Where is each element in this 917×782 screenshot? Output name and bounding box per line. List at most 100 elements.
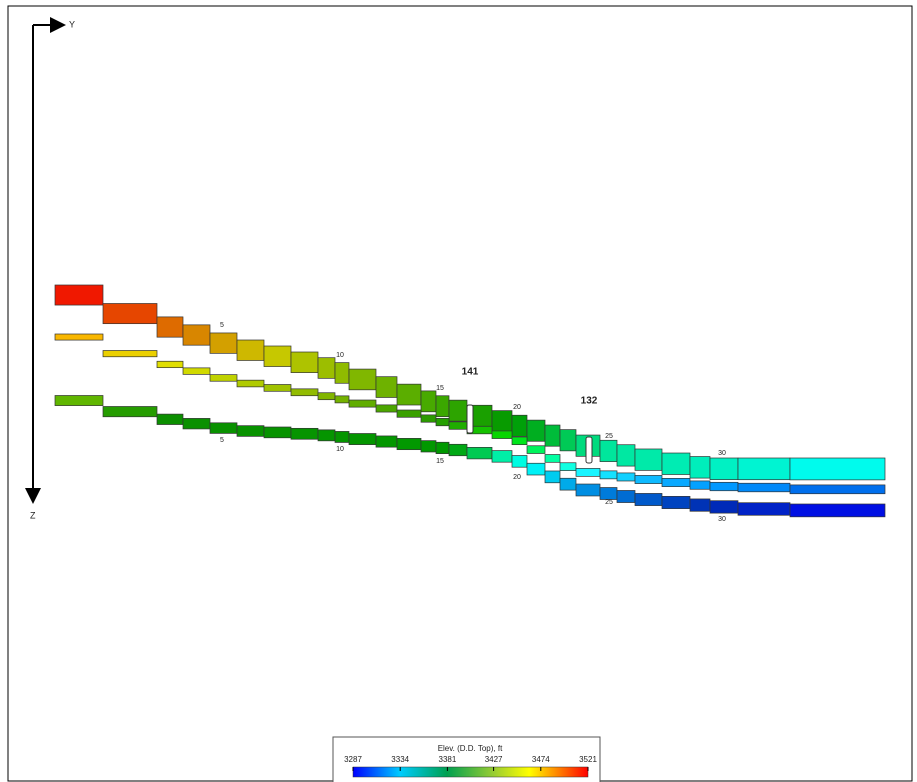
grid-cell	[544, 470, 561, 484]
grid-cell	[182, 418, 211, 430]
grid-cell	[420, 440, 437, 453]
grid-cell	[616, 490, 636, 503]
well-141	[466, 404, 474, 434]
grid-cell	[396, 409, 422, 418]
grid-cell	[334, 395, 350, 404]
grid-cell	[263, 345, 292, 367]
grid-cell	[491, 430, 513, 439]
grid-cell	[420, 390, 437, 413]
color-bar-tick-label: 3521	[579, 755, 597, 764]
grid-cell	[290, 388, 319, 397]
grid-cell	[448, 443, 468, 457]
grid-cell	[466, 447, 493, 460]
grid-cell	[317, 392, 336, 401]
layer-index: 30	[718, 450, 726, 457]
layer-index: 25	[605, 499, 613, 506]
grid-cell	[634, 493, 663, 506]
grid-cell	[102, 350, 158, 358]
grid-cell	[709, 500, 739, 514]
grid-cell	[789, 503, 886, 518]
grid-cell	[709, 457, 739, 480]
grid-cell	[526, 445, 546, 454]
layer-index: 10	[336, 352, 344, 359]
grid-cell	[599, 487, 618, 500]
grid-cell	[575, 468, 601, 477]
grid-cell	[491, 410, 513, 433]
grid-cell	[375, 376, 398, 398]
layer-index: 10	[336, 446, 344, 453]
color-bar-tick-label: 3427	[485, 755, 503, 764]
grid-cell	[689, 480, 711, 490]
color-bar-tick-label: 3474	[532, 755, 550, 764]
layer-index: 30	[718, 516, 726, 523]
grid-cell	[236, 339, 265, 361]
grid-cell	[689, 456, 711, 479]
grid-cell	[156, 316, 184, 338]
grid-cell	[616, 472, 636, 482]
grid-cell	[544, 424, 561, 447]
y-axis-label: Y	[69, 19, 75, 29]
frame	[7, 5, 913, 782]
grid-cell	[317, 357, 336, 379]
grid-cell	[599, 439, 618, 462]
grid-cell	[209, 374, 238, 382]
grid-cell	[737, 482, 791, 493]
color-bar-tick-label: 3381	[439, 755, 457, 764]
layer-index: 5	[220, 322, 224, 329]
well-label: 132	[581, 396, 598, 407]
grid-cell	[737, 502, 791, 516]
grid-cell	[348, 399, 377, 408]
grid-cell	[290, 351, 319, 373]
grid-cell	[263, 426, 292, 439]
grid-cell	[317, 429, 336, 442]
color-bar-tick-label: 3334	[391, 755, 409, 764]
grid-cell	[435, 395, 450, 418]
grid-cell	[420, 414, 437, 423]
grid-cell	[182, 324, 211, 346]
grid-cell	[348, 433, 377, 445]
grid-cell	[396, 383, 422, 406]
grid-cell	[511, 436, 528, 446]
layer-index: 15	[436, 385, 444, 392]
grid-cell	[263, 384, 292, 392]
layer-index: 5	[220, 437, 224, 444]
grid-cell	[511, 414, 528, 437]
grid-cell	[634, 475, 663, 484]
well-label: 141	[462, 367, 479, 378]
grid-cell	[526, 462, 546, 476]
grid-cell	[559, 429, 577, 452]
color-bar	[352, 766, 589, 778]
grid-cell	[54, 333, 104, 341]
grid-cell	[290, 427, 319, 440]
grid-cell	[599, 470, 618, 480]
layer-index: 20	[513, 404, 521, 411]
well-132	[585, 436, 593, 464]
grid-cell	[375, 404, 398, 413]
grid-cell	[661, 478, 691, 487]
grid-cell	[209, 422, 238, 434]
grid-cell	[661, 496, 691, 509]
grid-cell	[102, 406, 158, 418]
layer-index: 15	[436, 458, 444, 465]
grid-cell	[634, 448, 663, 471]
grid-cell	[526, 419, 546, 442]
grid-cell	[789, 484, 886, 495]
grid-cell	[661, 452, 691, 475]
grid-cell	[616, 444, 636, 467]
grid-cell	[396, 438, 422, 451]
layer-index: 20	[513, 474, 521, 481]
z-axis-label: Z	[30, 510, 36, 520]
grid-cell	[102, 303, 158, 325]
color-bar-title: Elev. (D.D. Top), ft	[438, 744, 503, 753]
grid-cell	[156, 413, 184, 425]
grid-cells	[54, 284, 886, 518]
grid-cell	[559, 477, 577, 491]
color-bar-tick-label: 3287	[344, 755, 362, 764]
grid-cell	[375, 435, 398, 448]
layer-index: 25	[605, 433, 613, 440]
grid-cell	[448, 399, 468, 422]
grid-cell	[209, 332, 238, 354]
grid-cell	[334, 431, 350, 443]
grid-cell	[236, 379, 265, 388]
